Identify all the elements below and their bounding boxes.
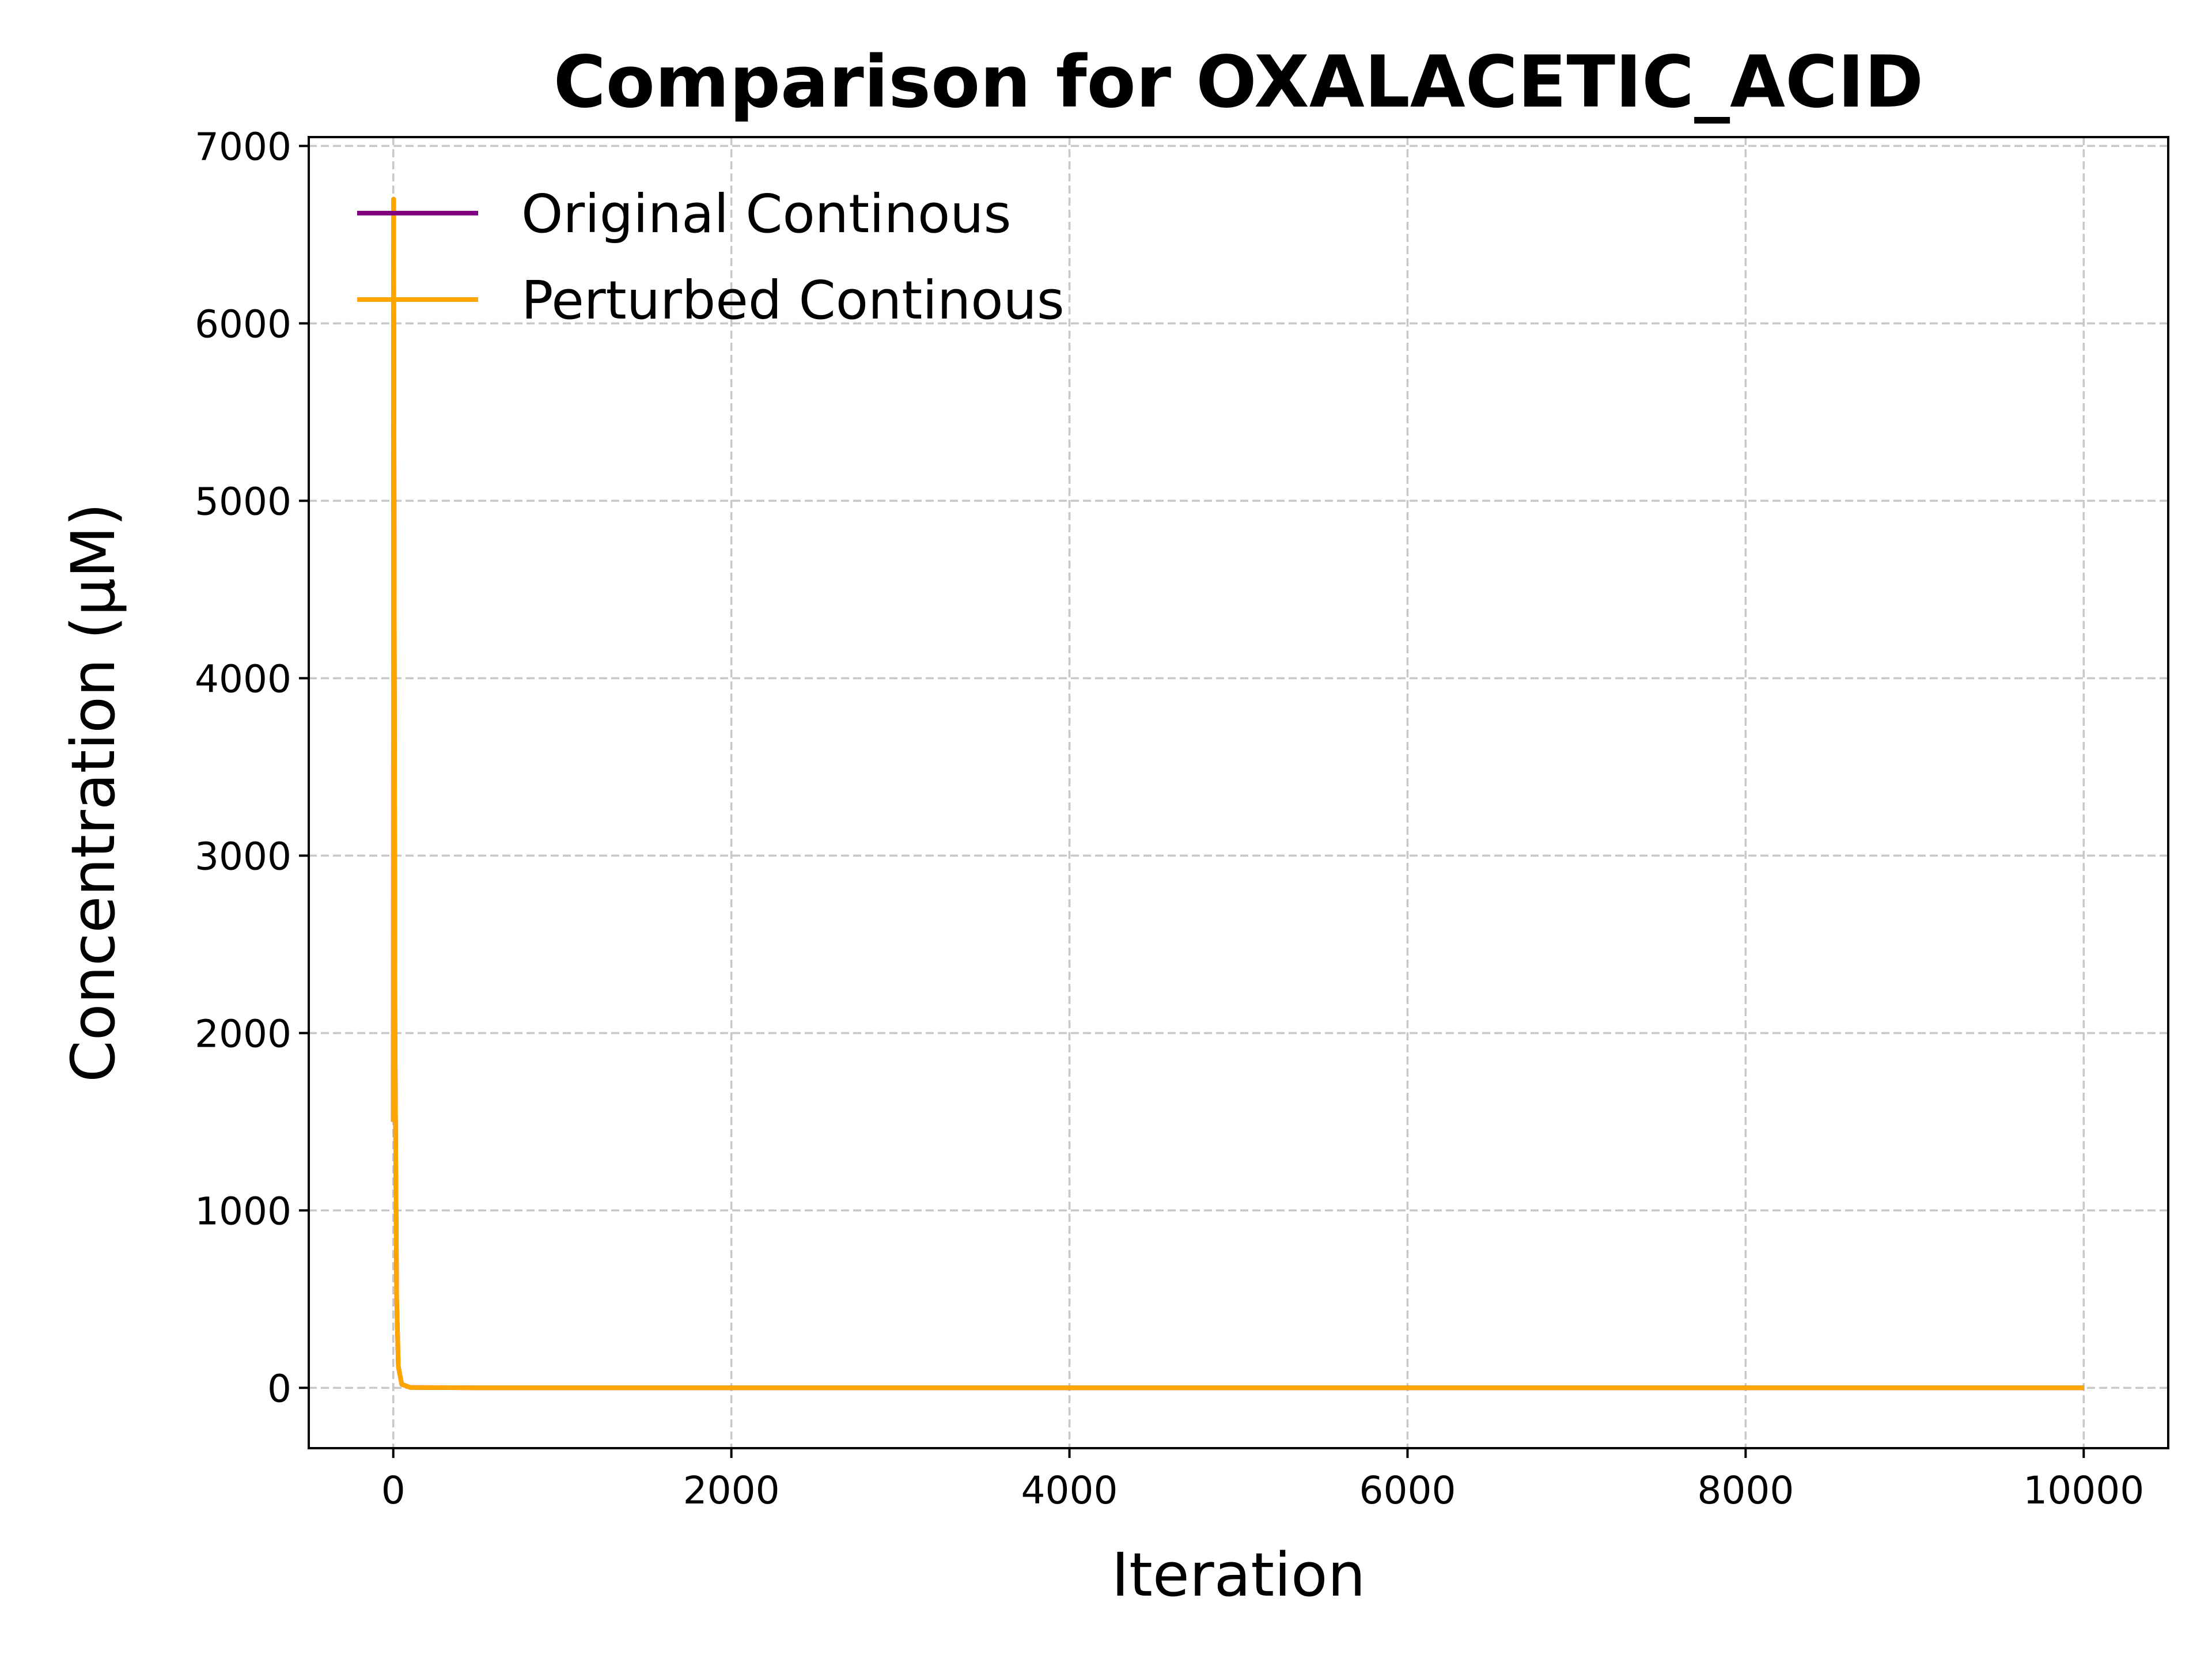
x-tick-label: 0 [381,1468,406,1513]
plot-frame [308,136,2169,1449]
x-tick-label: 10000 [2023,1468,2144,1513]
legend-label: Perturbed Continous [521,270,1065,331]
legend: Original Continous Perturbed Continous [357,183,1065,331]
y-tick-label: 6000 [195,302,291,346]
y-tick-label: 3000 [195,834,291,878]
x-axis-label: Iteration [1111,1540,1365,1610]
x-axis: 0 2000 4000 6000 8000 10000 [381,1448,2144,1513]
series-layer [391,196,2084,1391]
y-tick-label: 7000 [195,124,291,169]
y-tick-label: 2000 [195,1012,291,1056]
y-tick-label: 4000 [195,657,291,701]
chart-title: Comparison for OXALACETIC_ACID [554,41,1923,124]
x-tick-label: 6000 [1359,1468,1456,1513]
y-tick-label: 5000 [195,479,291,524]
y-tick-label: 0 [267,1366,291,1411]
x-tick-label: 8000 [1697,1468,1794,1513]
y-tick-label: 1000 [195,1189,291,1233]
legend-label: Original Continous [521,183,1012,245]
series-line-2 [391,196,2084,1391]
y-axis: 0 1000 2000 3000 4000 5000 6000 7000 [195,124,309,1411]
x-tick-label: 2000 [683,1468,780,1513]
y-axis-label: Concentration (μM) [58,503,128,1082]
x-tick-label: 4000 [1021,1468,1118,1513]
